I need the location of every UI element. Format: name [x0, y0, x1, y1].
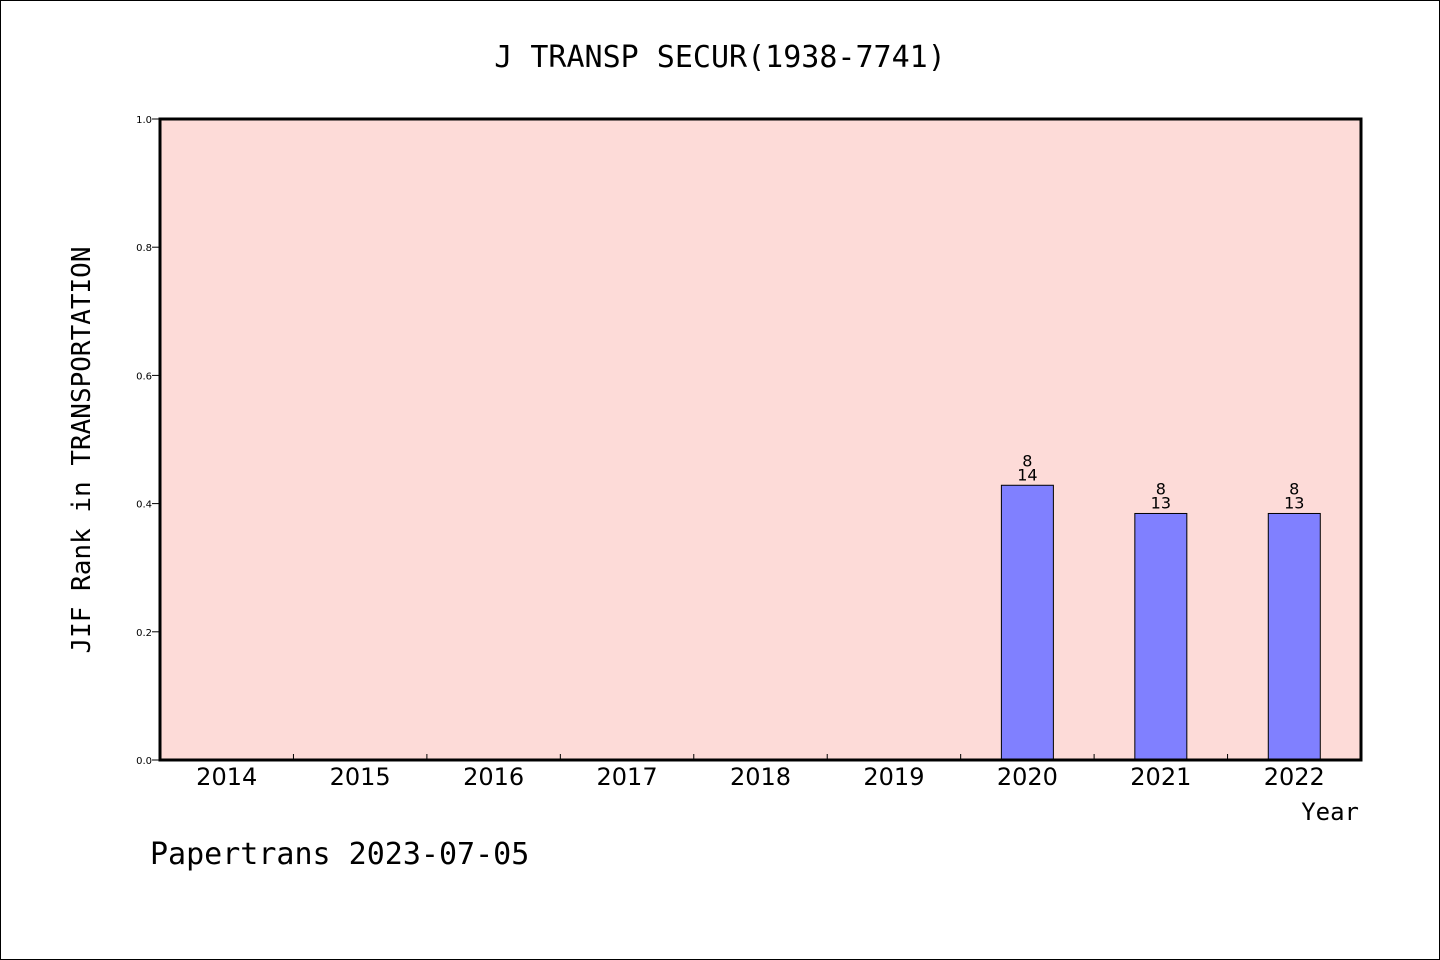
x-axis-label: Year — [1301, 798, 1359, 826]
x-tick-label: 2016 — [463, 763, 524, 791]
y-axis-label: JIF Rank in TRANSPORTATION — [67, 247, 97, 654]
source-footer: Papertrans 2023-07-05 — [150, 837, 529, 872]
y-tick-label: 0.2 — [136, 628, 152, 639]
x-tick-label: 2021 — [1130, 763, 1191, 791]
x-tick-label: 2020 — [997, 763, 1058, 791]
x-tick-label: 2015 — [330, 763, 391, 791]
bar-rank-label: 8 — [1156, 479, 1166, 498]
bar-2022 — [1267, 512, 1321, 761]
bar-rank-label: 8 — [1289, 479, 1299, 498]
y-tick-label: 0.0 — [136, 756, 152, 767]
y-tick-label: 0.6 — [136, 371, 152, 382]
bar-total-label: 13 — [1284, 493, 1304, 512]
bar-total-label: 13 — [1151, 493, 1171, 512]
bar-2021 — [1134, 512, 1188, 761]
x-tick-label: 2014 — [196, 763, 257, 791]
y-tick-label: 1.0 — [136, 115, 152, 126]
bar-total-label: 14 — [1017, 465, 1037, 484]
x-tick-label: 2022 — [1264, 763, 1325, 791]
x-tick-label: 2017 — [597, 763, 658, 791]
bar-rank-label: 8 — [1022, 451, 1032, 470]
plot-border — [158, 117, 1363, 762]
chart-title: J TRANSP SECUR(1938-7741) — [494, 40, 946, 75]
y-tick-label: 0.8 — [136, 243, 152, 254]
x-tick-label: 2018 — [730, 763, 791, 791]
bar-2020 — [1000, 484, 1054, 761]
x-tick-label: 2019 — [863, 763, 924, 791]
y-tick-label: 0.4 — [136, 500, 152, 511]
